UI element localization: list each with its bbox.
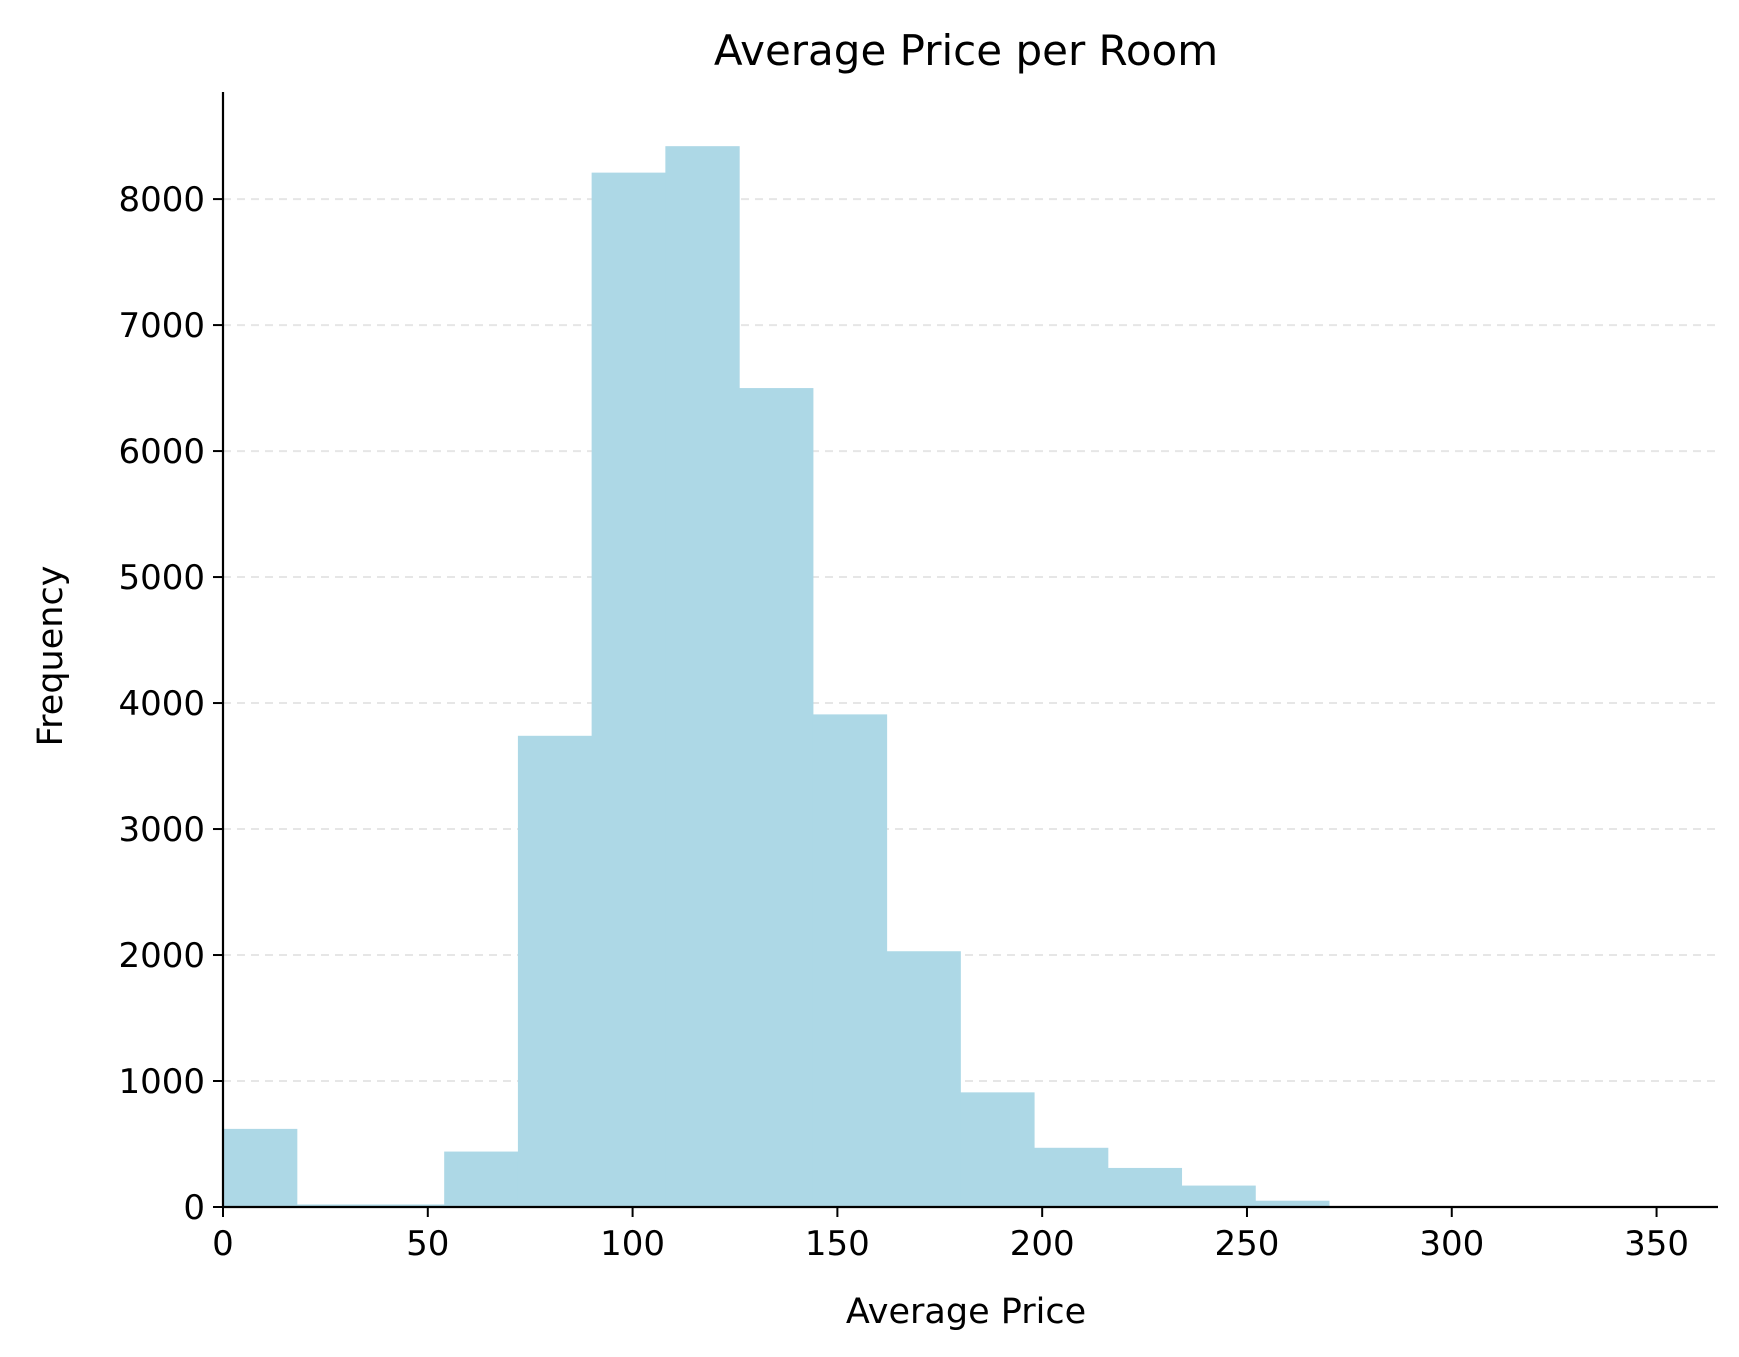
- y-tick-label: 1000: [118, 1062, 205, 1102]
- histogram-bar: [665, 146, 740, 1207]
- histogram-bar: [960, 1092, 1035, 1207]
- y-tick-label: 3000: [118, 810, 205, 850]
- x-tick-label: 0: [212, 1224, 234, 1264]
- histogram-bar: [1107, 1167, 1183, 1207]
- histogram-bar: [1181, 1185, 1256, 1207]
- y-tick-label: 2000: [118, 936, 205, 976]
- histogram-bar: [1255, 1200, 1330, 1207]
- x-tick-label: 50: [406, 1224, 449, 1264]
- histogram-bar: [444, 1151, 519, 1207]
- histogram-bar: [223, 1128, 298, 1207]
- axes: [221, 92, 1718, 1209]
- x-tick-label: 350: [1624, 1224, 1689, 1264]
- x-tick-label: 300: [1419, 1224, 1484, 1264]
- gridlines: [223, 198, 1718, 1083]
- y-ticks: 0 1000 2000 3000 4000 5000 6000 7000 8000: [118, 180, 223, 1228]
- x-tick-label: 250: [1215, 1224, 1280, 1264]
- x-axis-label: Average Price: [846, 1292, 1086, 1332]
- x-ticks: 0 50 100 150 200 250 300 350: [212, 1207, 1689, 1264]
- y-tick-label: 8000: [118, 180, 205, 220]
- y-axis-label: Frequency: [31, 566, 71, 747]
- histogram-bar: [1033, 1147, 1109, 1207]
- chart-title: Average Price per Room: [714, 26, 1218, 75]
- histogram-bar: [296, 1204, 372, 1207]
- y-tick-label: 5000: [118, 558, 205, 598]
- y-tick-label: 7000: [118, 306, 205, 346]
- histogram-bar: [886, 951, 961, 1207]
- histogram-bar: [591, 172, 666, 1207]
- x-tick-label: 150: [805, 1224, 870, 1264]
- x-tick-label: 100: [600, 1224, 665, 1264]
- histogram-bar: [812, 714, 888, 1207]
- y-tick-label: 4000: [118, 684, 205, 724]
- y-tick-label: 6000: [118, 432, 205, 472]
- y-tick-label: 0: [183, 1188, 205, 1228]
- histogram-bar: [739, 388, 814, 1207]
- x-tick-label: 200: [1010, 1224, 1075, 1264]
- histogram-bar: [517, 735, 593, 1207]
- histogram-bars: [223, 146, 1330, 1207]
- histogram-bar: [370, 1204, 445, 1207]
